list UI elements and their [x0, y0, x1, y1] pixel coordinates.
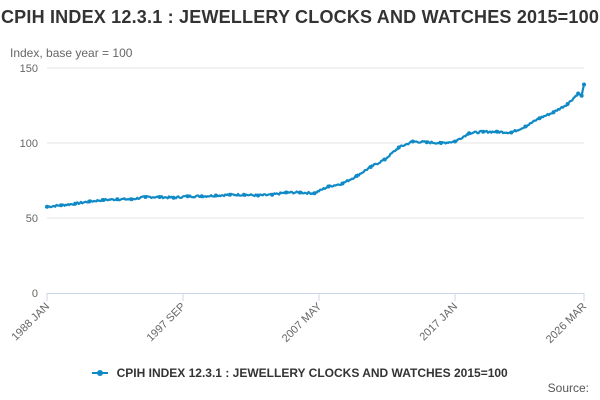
data-point [551, 110, 556, 115]
data-point [481, 129, 486, 134]
data-point [438, 141, 443, 145]
data-point [523, 124, 528, 129]
legend[interactable]: CPIH INDEX 12.3.1 : JEWELLERY CLOCKS AND… [0, 366, 600, 380]
data-point [424, 140, 429, 145]
series-line [45, 83, 586, 209]
data-point [73, 201, 78, 206]
data-point [87, 199, 92, 204]
data-point [241, 192, 246, 197]
x-tick-label: 2007 MAY [280, 300, 325, 345]
data-point [396, 145, 401, 150]
data-point [213, 193, 218, 198]
data-point [256, 193, 261, 198]
data-point [45, 204, 49, 209]
data-point [312, 191, 317, 196]
data-point [143, 195, 148, 199]
data-point [185, 194, 190, 199]
data-point [576, 91, 581, 96]
data-point [59, 203, 64, 208]
y-tick-label: 0 [32, 288, 38, 300]
y-tick-label: 50 [26, 213, 38, 225]
chart-title: CPIH INDEX 12.3.1 : JEWELLERY CLOCKS AND… [0, 7, 600, 27]
data-point [298, 190, 303, 195]
data-point [340, 181, 345, 186]
y-tick-label: 100 [20, 138, 38, 150]
data-point [368, 165, 373, 169]
x-tick-label: 1997 SEP [145, 301, 189, 345]
data-point [354, 174, 359, 178]
data-point [382, 157, 387, 162]
data-point [129, 197, 134, 202]
data-point [326, 184, 331, 189]
y-axis-title: Index, base year = 100 [10, 46, 133, 60]
data-point [565, 102, 570, 106]
data-point [171, 195, 176, 200]
data-point [582, 82, 586, 87]
x-tick-label: 2017 JAN [418, 301, 461, 344]
data-point [227, 192, 232, 197]
data-point [157, 195, 162, 199]
data-point [199, 194, 204, 199]
data-point [453, 139, 458, 144]
legend-marker-icon [92, 368, 109, 378]
data-point [270, 192, 275, 197]
data-point [509, 130, 514, 135]
y-tick-label: 150 [20, 63, 38, 75]
x-tick-label: 1988 JAN [9, 301, 52, 344]
data-point [410, 139, 415, 144]
data-point [115, 197, 120, 202]
data-point [495, 129, 500, 134]
source-credit[interactable]: Source: [547, 381, 589, 395]
x-tick-label: 2026 MAR [544, 301, 589, 346]
data-point [537, 116, 542, 121]
legend-item-label: CPIH INDEX 12.3.1 : JEWELLERY CLOCKS AND… [116, 366, 508, 380]
data-point [101, 198, 106, 202]
data-point [579, 93, 584, 98]
data-point [284, 190, 289, 195]
data-point [467, 131, 472, 136]
